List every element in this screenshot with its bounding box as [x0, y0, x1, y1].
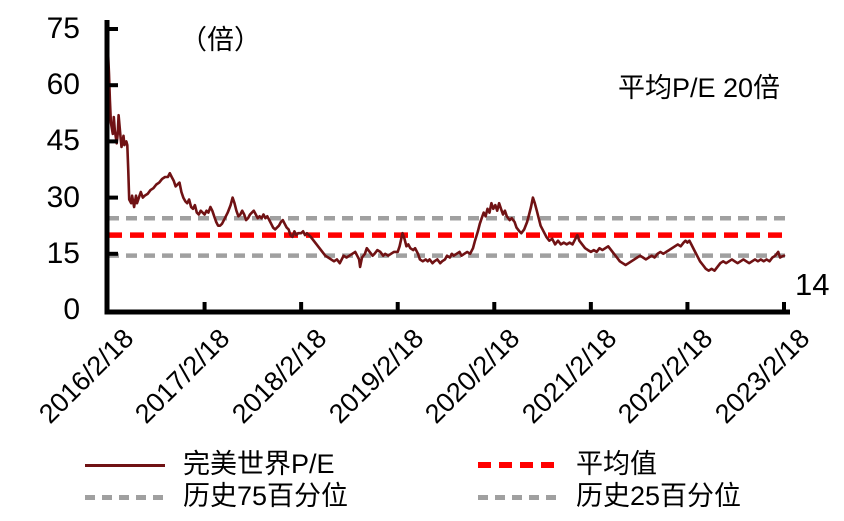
y-axis-tick-label: 45: [46, 124, 80, 158]
series-end-value-label: 14: [795, 267, 830, 302]
legend-label-25th-percentile: 历史25百分位: [576, 481, 742, 512]
gray-dashed-line-marker-icon: [478, 494, 558, 500]
y-axis-unit-label: （倍）: [180, 25, 261, 55]
solid-line-marker-icon: [85, 463, 165, 467]
average-pe-annotation: 平均P/E 20倍: [618, 73, 781, 103]
legend-label-75th-percentile: 历史75百分位: [183, 481, 349, 512]
legend-item-pe-series: 完美世界P/E: [85, 448, 335, 482]
y-axis-tick-label: 30: [46, 180, 80, 214]
legend-label-mean: 平均值: [576, 449, 657, 480]
red-dashed-line-marker-icon: [478, 462, 558, 468]
pe-series-line: [106, 50, 786, 273]
legend-item-25th-percentile: 历史25百分位: [478, 480, 741, 514]
y-axis-tick-label: 60: [46, 68, 80, 102]
legend-label-pe-series: 完美世界P/E: [183, 449, 335, 480]
gray-dashed-line-marker-icon: [85, 494, 165, 500]
y-axis-tick-label: 0: [63, 293, 80, 326]
legend-item-75th-percentile: 历史75百分位: [85, 480, 348, 514]
y-axis-tick-label: 75: [46, 12, 80, 45]
y-axis-tick-label: 15: [46, 236, 80, 270]
legend-item-mean: 平均值: [478, 448, 657, 482]
